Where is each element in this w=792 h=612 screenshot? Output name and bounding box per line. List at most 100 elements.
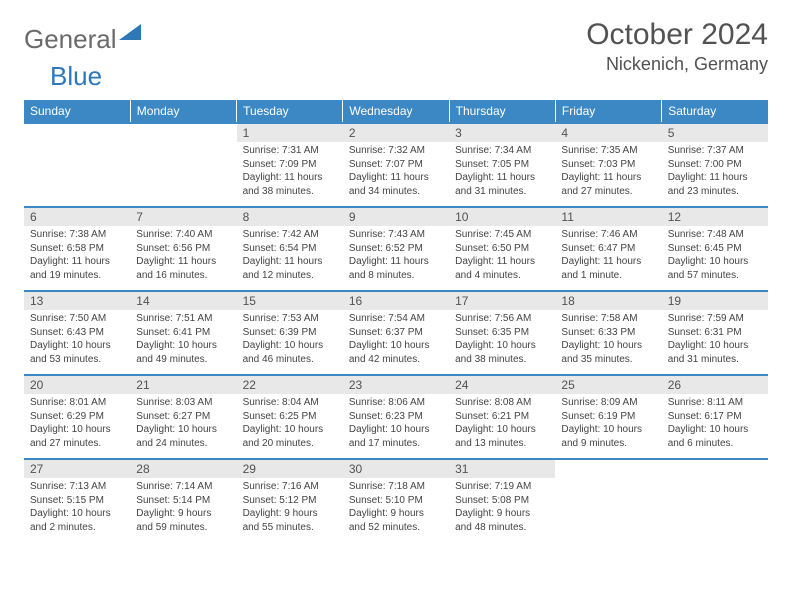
location-text: Nickenich, Germany: [586, 54, 768, 75]
day-details: Sunrise: 8:04 AMSunset: 6:25 PMDaylight:…: [237, 394, 343, 454]
day-number: 9: [343, 208, 449, 226]
day-number: 19: [662, 292, 768, 310]
day-number: 24: [449, 376, 555, 394]
day-details: Sunrise: 7:48 AMSunset: 6:45 PMDaylight:…: [662, 226, 768, 286]
day-number: 28: [130, 460, 236, 478]
day-details: Sunrise: 7:16 AMSunset: 5:12 PMDaylight:…: [237, 478, 343, 538]
logo-text-general: General: [24, 24, 117, 55]
calendar-day-cell: 5Sunrise: 7:37 AMSunset: 7:00 PMDaylight…: [662, 123, 768, 207]
day-details: Sunrise: 8:03 AMSunset: 6:27 PMDaylight:…: [130, 394, 236, 454]
calendar-day-cell: 27Sunrise: 7:13 AMSunset: 5:15 PMDayligh…: [24, 459, 130, 543]
day-details: Sunrise: 7:51 AMSunset: 6:41 PMDaylight:…: [130, 310, 236, 370]
calendar-day-cell: [662, 459, 768, 543]
calendar-day-cell: 13Sunrise: 7:50 AMSunset: 6:43 PMDayligh…: [24, 291, 130, 375]
day-number: 20: [24, 376, 130, 394]
calendar-day-cell: 11Sunrise: 7:46 AMSunset: 6:47 PMDayligh…: [555, 207, 661, 291]
day-number: 14: [130, 292, 236, 310]
calendar-week-row: 13Sunrise: 7:50 AMSunset: 6:43 PMDayligh…: [24, 291, 768, 375]
day-number: 15: [237, 292, 343, 310]
calendar-day-cell: 29Sunrise: 7:16 AMSunset: 5:12 PMDayligh…: [237, 459, 343, 543]
day-number: 17: [449, 292, 555, 310]
day-details: Sunrise: 7:40 AMSunset: 6:56 PMDaylight:…: [130, 226, 236, 286]
calendar-day-cell: 23Sunrise: 8:06 AMSunset: 6:23 PMDayligh…: [343, 375, 449, 459]
calendar-day-cell: 2Sunrise: 7:32 AMSunset: 7:07 PMDaylight…: [343, 123, 449, 207]
day-number: 3: [449, 124, 555, 142]
day-number: 26: [662, 376, 768, 394]
calendar-day-cell: 28Sunrise: 7:14 AMSunset: 5:14 PMDayligh…: [130, 459, 236, 543]
day-number: 5: [662, 124, 768, 142]
calendar-day-cell: 7Sunrise: 7:40 AMSunset: 6:56 PMDaylight…: [130, 207, 236, 291]
day-number: 8: [237, 208, 343, 226]
day-details: Sunrise: 7:54 AMSunset: 6:37 PMDaylight:…: [343, 310, 449, 370]
calendar-day-cell: 6Sunrise: 7:38 AMSunset: 6:58 PMDaylight…: [24, 207, 130, 291]
calendar-day-cell: 31Sunrise: 7:19 AMSunset: 5:08 PMDayligh…: [449, 459, 555, 543]
calendar-day-cell: 19Sunrise: 7:59 AMSunset: 6:31 PMDayligh…: [662, 291, 768, 375]
calendar-day-cell: 1Sunrise: 7:31 AMSunset: 7:09 PMDaylight…: [237, 123, 343, 207]
day-number: 13: [24, 292, 130, 310]
calendar-day-cell: 17Sunrise: 7:56 AMSunset: 6:35 PMDayligh…: [449, 291, 555, 375]
calendar-week-row: 20Sunrise: 8:01 AMSunset: 6:29 PMDayligh…: [24, 375, 768, 459]
calendar-week-row: 6Sunrise: 7:38 AMSunset: 6:58 PMDaylight…: [24, 207, 768, 291]
day-number: 6: [24, 208, 130, 226]
calendar-day-cell: 26Sunrise: 8:11 AMSunset: 6:17 PMDayligh…: [662, 375, 768, 459]
logo-text-blue: Blue: [50, 61, 102, 92]
logo: General: [24, 24, 141, 55]
calendar-day-cell: 8Sunrise: 7:42 AMSunset: 6:54 PMDaylight…: [237, 207, 343, 291]
day-number: 30: [343, 460, 449, 478]
day-number: 18: [555, 292, 661, 310]
calendar-day-cell: 15Sunrise: 7:53 AMSunset: 6:39 PMDayligh…: [237, 291, 343, 375]
day-header: Wednesday: [343, 100, 449, 123]
day-number: 22: [237, 376, 343, 394]
day-details: Sunrise: 8:08 AMSunset: 6:21 PMDaylight:…: [449, 394, 555, 454]
day-details: Sunrise: 8:06 AMSunset: 6:23 PMDaylight:…: [343, 394, 449, 454]
day-details: Sunrise: 7:13 AMSunset: 5:15 PMDaylight:…: [24, 478, 130, 538]
day-details: Sunrise: 7:43 AMSunset: 6:52 PMDaylight:…: [343, 226, 449, 286]
calendar-day-cell: 18Sunrise: 7:58 AMSunset: 6:33 PMDayligh…: [555, 291, 661, 375]
calendar-day-cell: [24, 123, 130, 207]
day-details: Sunrise: 8:11 AMSunset: 6:17 PMDaylight:…: [662, 394, 768, 454]
day-details: Sunrise: 7:53 AMSunset: 6:39 PMDaylight:…: [237, 310, 343, 370]
day-details: Sunrise: 7:45 AMSunset: 6:50 PMDaylight:…: [449, 226, 555, 286]
day-details: Sunrise: 7:50 AMSunset: 6:43 PMDaylight:…: [24, 310, 130, 370]
day-number: 25: [555, 376, 661, 394]
day-number: 31: [449, 460, 555, 478]
calendar-day-cell: [555, 459, 661, 543]
day-number: 12: [662, 208, 768, 226]
day-details: Sunrise: 7:37 AMSunset: 7:00 PMDaylight:…: [662, 142, 768, 202]
day-details: Sunrise: 7:14 AMSunset: 5:14 PMDaylight:…: [130, 478, 236, 538]
day-details: Sunrise: 7:58 AMSunset: 6:33 PMDaylight:…: [555, 310, 661, 370]
calendar-day-cell: 12Sunrise: 7:48 AMSunset: 6:45 PMDayligh…: [662, 207, 768, 291]
day-details: Sunrise: 8:09 AMSunset: 6:19 PMDaylight:…: [555, 394, 661, 454]
calendar-day-cell: 24Sunrise: 8:08 AMSunset: 6:21 PMDayligh…: [449, 375, 555, 459]
calendar-day-cell: 3Sunrise: 7:34 AMSunset: 7:05 PMDaylight…: [449, 123, 555, 207]
month-title: October 2024: [586, 18, 768, 52]
logo-triangle-icon: [119, 22, 141, 47]
day-number: 7: [130, 208, 236, 226]
day-details: Sunrise: 7:56 AMSunset: 6:35 PMDaylight:…: [449, 310, 555, 370]
calendar-day-cell: 22Sunrise: 8:04 AMSunset: 6:25 PMDayligh…: [237, 375, 343, 459]
day-details: Sunrise: 7:59 AMSunset: 6:31 PMDaylight:…: [662, 310, 768, 370]
day-details: Sunrise: 8:01 AMSunset: 6:29 PMDaylight:…: [24, 394, 130, 454]
calendar-day-cell: 9Sunrise: 7:43 AMSunset: 6:52 PMDaylight…: [343, 207, 449, 291]
day-header: Friday: [555, 100, 661, 123]
day-details: Sunrise: 7:18 AMSunset: 5:10 PMDaylight:…: [343, 478, 449, 538]
day-details: Sunrise: 7:19 AMSunset: 5:08 PMDaylight:…: [449, 478, 555, 538]
day-header: Thursday: [449, 100, 555, 123]
day-number: 23: [343, 376, 449, 394]
day-details: Sunrise: 7:34 AMSunset: 7:05 PMDaylight:…: [449, 142, 555, 202]
calendar-day-cell: 30Sunrise: 7:18 AMSunset: 5:10 PMDayligh…: [343, 459, 449, 543]
calendar-body: 1Sunrise: 7:31 AMSunset: 7:09 PMDaylight…: [24, 123, 768, 543]
day-header: Saturday: [662, 100, 768, 123]
calendar-day-cell: 25Sunrise: 8:09 AMSunset: 6:19 PMDayligh…: [555, 375, 661, 459]
day-number: 10: [449, 208, 555, 226]
day-number: 1: [237, 124, 343, 142]
calendar-header-row: SundayMondayTuesdayWednesdayThursdayFrid…: [24, 100, 768, 123]
day-number: 29: [237, 460, 343, 478]
calendar-day-cell: 16Sunrise: 7:54 AMSunset: 6:37 PMDayligh…: [343, 291, 449, 375]
day-number: 2: [343, 124, 449, 142]
calendar-week-row: 27Sunrise: 7:13 AMSunset: 5:15 PMDayligh…: [24, 459, 768, 543]
title-block: October 2024 Nickenich, Germany: [586, 18, 768, 75]
day-number: 21: [130, 376, 236, 394]
calendar-day-cell: 14Sunrise: 7:51 AMSunset: 6:41 PMDayligh…: [130, 291, 236, 375]
calendar-day-cell: 21Sunrise: 8:03 AMSunset: 6:27 PMDayligh…: [130, 375, 236, 459]
